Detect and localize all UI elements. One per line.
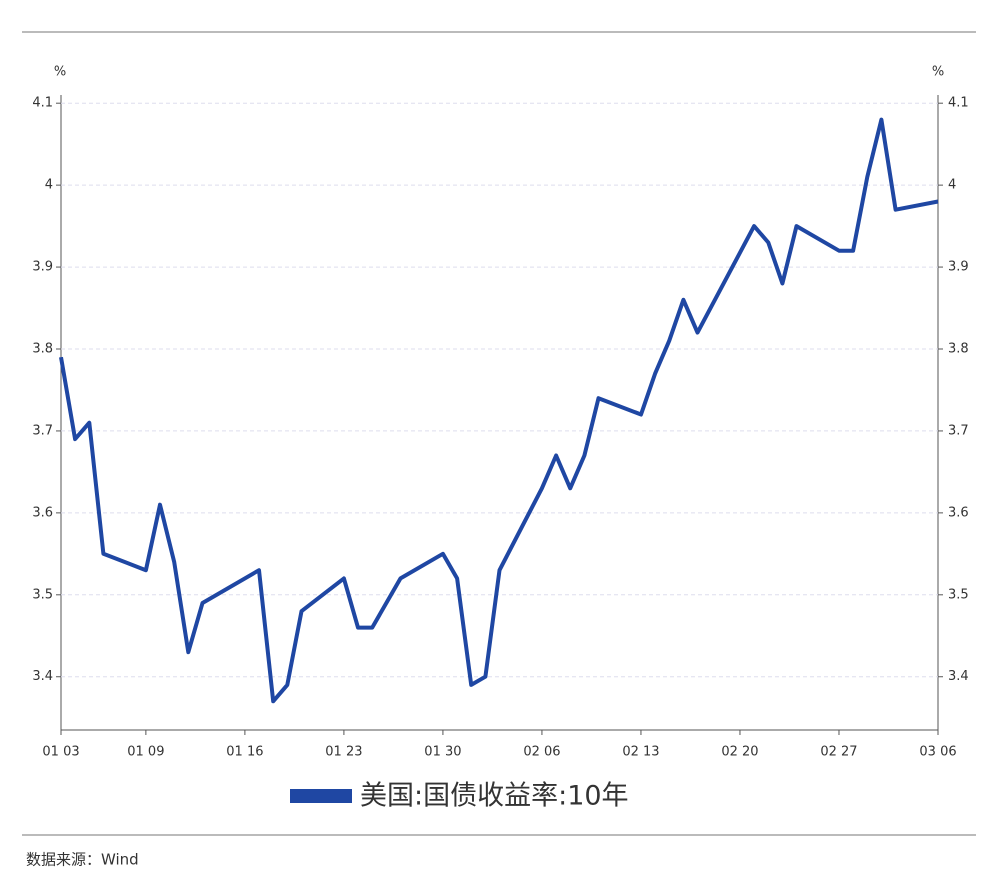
y-tick-label: 3.8: [32, 342, 53, 357]
legend-swatch: [290, 789, 352, 803]
y-tick-label: 4.1: [32, 96, 53, 111]
x-tick-label: 02 06: [523, 745, 560, 760]
y2-tick-label: 3.6: [948, 505, 969, 520]
y-unit-left: %: [54, 65, 66, 80]
source: 数据来源：Wind: [26, 851, 139, 869]
x-tick-label: 01 23: [325, 745, 362, 760]
x-tick-label: 02 13: [622, 745, 659, 760]
y-tick-label: 3.6: [32, 505, 53, 520]
y2-tick-label: 3.4: [948, 669, 969, 684]
legend-label: 美国:国债收益率:10年: [360, 781, 629, 812]
series-line: [59, 117, 939, 704]
y2-tick-label: 3.5: [948, 587, 969, 602]
x-tick-label: 01 03: [42, 745, 79, 760]
x-tick-label: 01 16: [226, 745, 263, 760]
y-tick-label: 3.5: [32, 587, 53, 602]
y-tick-label: 3.4: [32, 669, 53, 684]
x-tick-label: 02 27: [820, 745, 857, 760]
y-tick-label: 4: [45, 178, 53, 193]
y2-tick-label: 4.1: [948, 96, 969, 111]
x-tick-label: 01 09: [127, 745, 164, 760]
x-tick-label: 03 06: [919, 745, 956, 760]
y2-tick-label: 3.9: [948, 260, 969, 275]
y-tick-label: 3.9: [32, 260, 53, 275]
x-tick-label: 02 20: [721, 745, 758, 760]
y2-tick-label: 4: [948, 178, 956, 193]
y-tick-label: 3.7: [32, 423, 53, 438]
y2-tick-label: 3.7: [948, 423, 969, 438]
y2-tick-label: 3.8: [948, 342, 969, 357]
x-tick-label: 01 30: [424, 745, 461, 760]
y-unit-right: %: [932, 65, 944, 80]
